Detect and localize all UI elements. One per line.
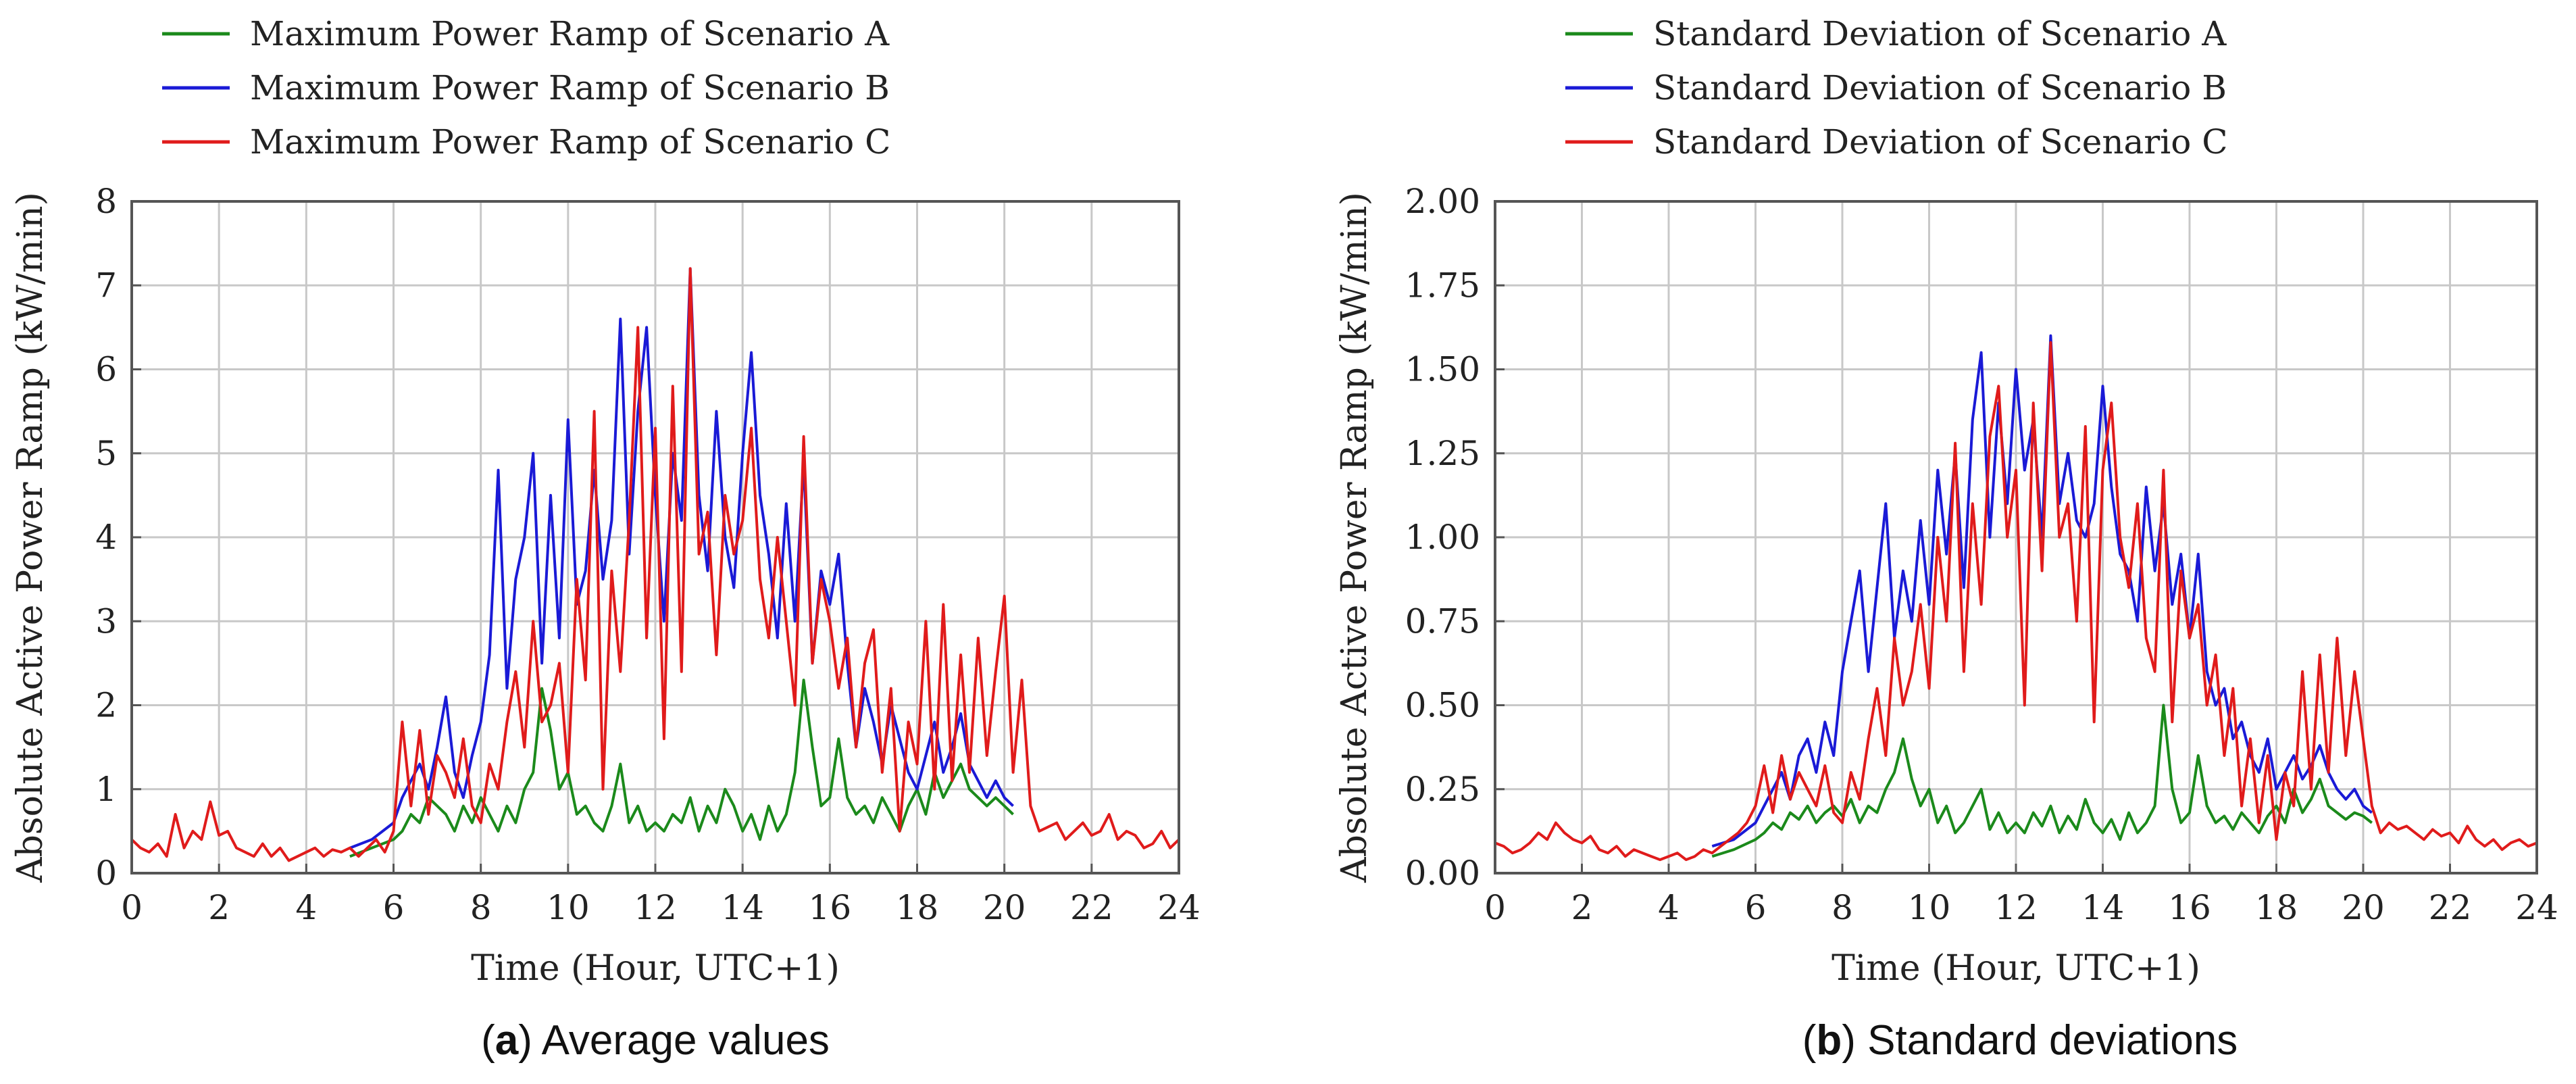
x-tick-label: 22 — [1070, 888, 1113, 927]
series-line-c — [132, 267, 1179, 862]
y-tick-label: 3 — [95, 601, 117, 641]
y-tick-label: 0.00 — [1405, 854, 1480, 893]
x-tick-label: 10 — [1908, 888, 1951, 927]
plot-frame — [1494, 200, 2538, 874]
x-tick-label: 20 — [983, 888, 1026, 927]
x-tick-label: 20 — [2342, 888, 2385, 927]
x-axis-title: Time (Hour, UTC+1) — [471, 948, 840, 989]
x-tick-label: 4 — [295, 888, 317, 927]
x-tick-label: 18 — [896, 888, 939, 927]
x-tick-label: 18 — [2255, 888, 2298, 927]
x-tick-label: 24 — [1157, 888, 1201, 927]
caption-label: a — [495, 1017, 519, 1064]
y-tick-label: 1.25 — [1405, 434, 1480, 473]
series-line-a — [1711, 704, 2373, 858]
y-tick-label: 4 — [95, 518, 117, 557]
y-axis-title: Absolute Active Power Ramp (kW/min) — [1334, 192, 1375, 883]
legend-label-b: Standard Deviation of Scenario B — [1653, 68, 2227, 107]
series-line-a — [349, 679, 1014, 858]
x-tick-label: 22 — [2429, 888, 2472, 927]
chart-b: 0 2 4 6 8 10 12 14 16 18 20 22 240.000.250.500.751.0… — [1334, 14, 2558, 1064]
x-tick-label: 6 — [1745, 888, 1767, 927]
x-axis-title: Time (Hour, UTC+1) — [1832, 948, 2200, 989]
y-tick-label: 1.50 — [1405, 350, 1480, 389]
caption-label: b — [1816, 1017, 1842, 1064]
x-tick-label: 24 — [2515, 888, 2558, 927]
x-tick-label: 0 — [1484, 888, 1506, 927]
x-tick-label: 2 — [1571, 888, 1593, 927]
x-tick-label: 4 — [1658, 888, 1680, 927]
x-tick-label: 16 — [809, 888, 852, 927]
series-line-c — [1495, 341, 2537, 862]
y-tick-label: 0.25 — [1405, 770, 1480, 809]
y-tick-label: 1.75 — [1405, 266, 1480, 305]
legend-label-c: Maximum Power Ramp of Scenario C — [250, 122, 890, 162]
y-tick-label: 8 — [95, 182, 117, 221]
y-tick-label: 1 — [95, 770, 117, 809]
y-tick-label: 0.75 — [1405, 601, 1480, 641]
legend-label-b: Maximum Power Ramp of Scenario B — [250, 68, 890, 107]
y-tick-label: 5 — [95, 434, 117, 473]
y-axis-title: Absolute Active Power Ramp (kW/min) — [10, 192, 51, 883]
y-tick-label: 7 — [95, 266, 117, 305]
series-line-b — [349, 267, 1014, 849]
subfigure-caption: (a) Average values — [481, 1017, 830, 1064]
series-group — [132, 267, 1179, 862]
legend-label-a: Maximum Power Ramp of Scenario A — [250, 14, 890, 53]
y-tick-label: 2.00 — [1405, 182, 1480, 221]
legend-label-c: Standard Deviation of Scenario C — [1653, 122, 2228, 162]
x-tick-label: 6 — [383, 888, 405, 927]
x-tick-label: 12 — [1994, 888, 2038, 927]
x-tick-label: 10 — [547, 888, 590, 927]
y-tick-label: 6 — [95, 350, 117, 389]
x-tick-label: 8 — [1832, 888, 1853, 927]
x-tick-label: 12 — [634, 888, 677, 927]
x-tick-label: 16 — [2168, 888, 2211, 927]
x-tick-label: 8 — [470, 888, 492, 927]
x-tick-label: 0 — [121, 888, 143, 927]
x-tick-label: 14 — [2081, 888, 2125, 927]
series-group — [1495, 334, 2537, 862]
y-tick-label: 0 — [95, 854, 117, 893]
subfigure-caption: (b) Standard deviations — [1802, 1017, 2238, 1064]
y-tick-label: 1.00 — [1405, 518, 1480, 557]
y-tick-label: 0.50 — [1405, 686, 1480, 725]
legend-label-a: Standard Deviation of Scenario A — [1653, 14, 2227, 53]
plot-frame — [130, 200, 1180, 874]
x-tick-label: 2 — [208, 888, 230, 927]
y-tick-label: 2 — [95, 686, 117, 725]
x-tick-label: 14 — [721, 888, 764, 927]
series-line-b — [1711, 334, 2373, 848]
